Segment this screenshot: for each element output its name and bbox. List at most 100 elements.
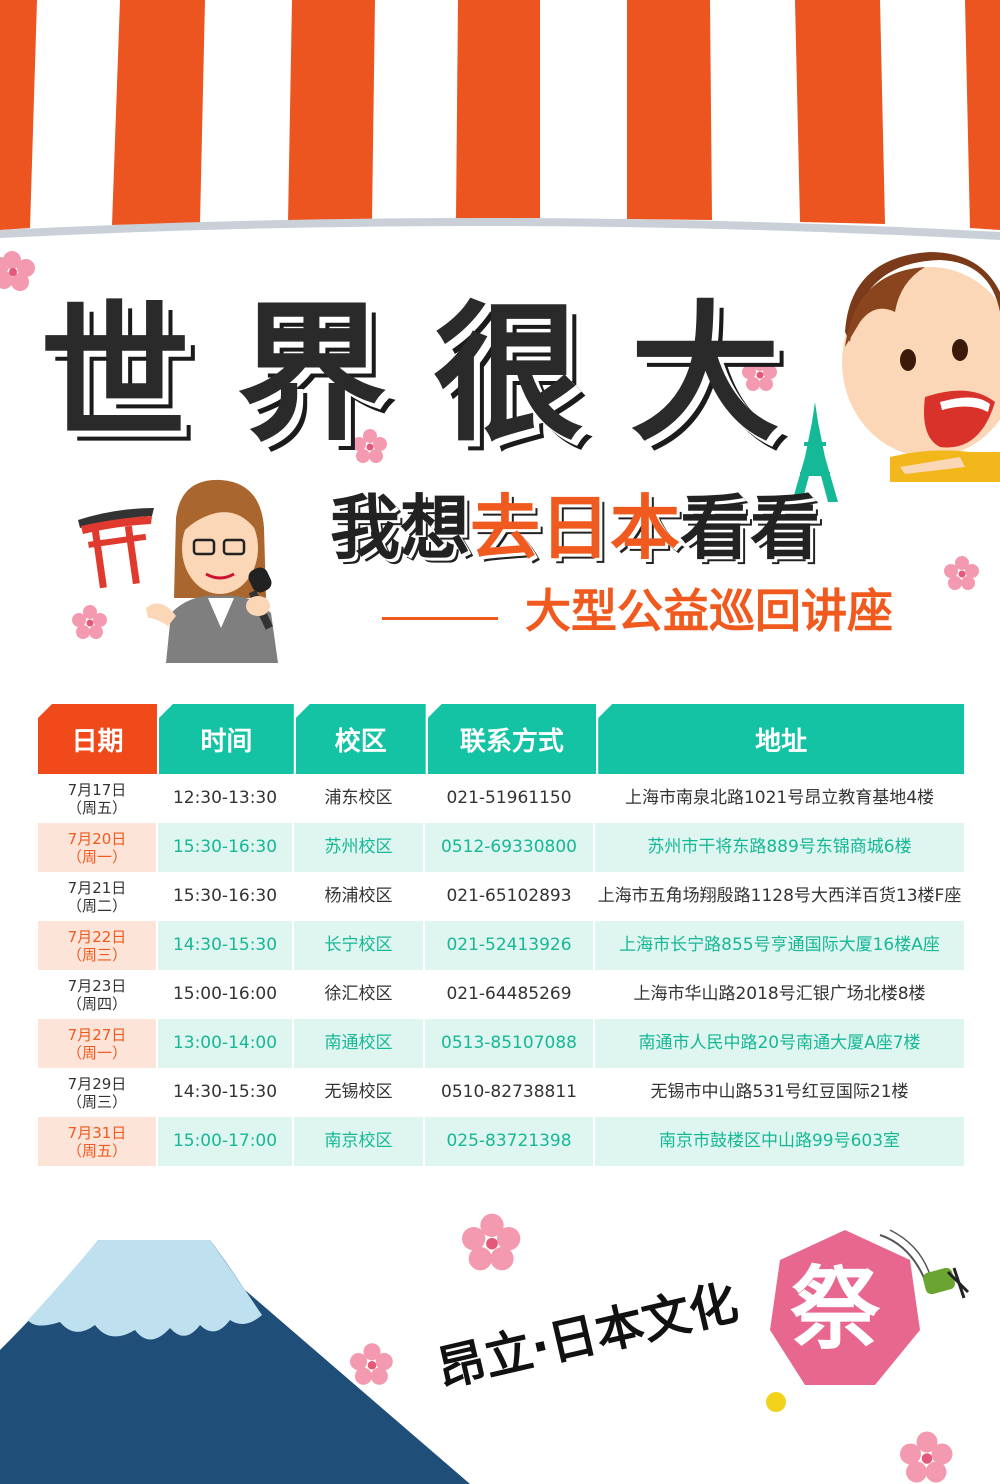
table-row: 7月29日 （周三） 14:30-15:30 无锡校区 0510-82738811 无锡市… (38, 1068, 964, 1117)
subtitle-highlight: 去日本 (470, 486, 680, 569)
awning-stripes (0, 0, 1000, 230)
date-text: 7月20日 (67, 829, 127, 848)
weekday-text: （周二） (66, 896, 127, 915)
address-cell: 上海市五角场翔殷路1128号大西洋百货13楼F座 (597, 886, 962, 907)
date-cell: 7月17日 （周五） (38, 774, 158, 823)
weekday-text: （周一） (66, 1043, 127, 1062)
campus-cell: 南京校区 (294, 1117, 425, 1166)
campus-cell: 苏州校区 (294, 823, 425, 872)
brand-name: 昂立·日本文化 (431, 1274, 743, 1399)
table-row: 7月22日 （周三） 14:30-15:30 长宁校区 021-52413926 上海市长… (38, 921, 964, 970)
sakura-icon (350, 1343, 393, 1385)
bell-icon (766, 1392, 786, 1412)
festival-char: 祭 (790, 1257, 880, 1362)
tagline: 大型公益巡回讲座 (525, 584, 893, 638)
date-cell: 7月29日 （周三） (38, 1068, 158, 1117)
table-header: 日期 时间 校区 联系方式 地址 (38, 704, 965, 774)
sakura-icon (72, 605, 107, 639)
table-row: 7月31日 （周五） 15:00-17:00 南京校区 025-83721398 南京市鼓… (38, 1117, 964, 1166)
tower-icon (792, 402, 838, 502)
sakura-icon (0, 251, 35, 291)
festival-badge (770, 1229, 930, 1385)
time-cell: 15:00-16:00 (158, 970, 294, 1019)
campus-cell: 南通校区 (294, 1019, 425, 1068)
title-char: 大 (629, 288, 780, 462)
time-cell: 15:30-16:30 (158, 823, 294, 872)
header-date: 日期 (38, 704, 157, 774)
date-text: 7月29日 (67, 1074, 127, 1093)
cartoon-presenter-icon (146, 479, 278, 663)
weekday-text: （周一） (66, 847, 127, 866)
address-cell: 南通市人民中路20号南通大厦A座7楼 (638, 1033, 921, 1054)
table-row: 7月20日 （周一） 15:30-16:30 苏州校区 0512-69330800 苏州市… (38, 823, 964, 872)
title-char: 世 (40, 288, 191, 462)
sakura-icon (742, 357, 777, 391)
campus-cell: 无锡校区 (294, 1068, 425, 1117)
table-row: 7月21日 （周二） 15:30-16:30 杨浦校区 021-65102893 上海市五… (38, 872, 964, 921)
phone-cell: 021-51961150 (425, 774, 595, 823)
address-cell: 无锡市中山路531号红豆国际21楼 (650, 1082, 909, 1103)
weekday-text: （周五） (66, 798, 127, 817)
date-cell: 7月31日 （周五） (38, 1117, 158, 1166)
title-char: 很 (433, 288, 584, 462)
table-body: 7月17日 （周五） 12:30-13:30 浦东校区 021-51961150 上海市南… (38, 774, 964, 1166)
subtitle: 我想 去日本 看看 (330, 480, 950, 575)
time-cell: 15:00-17:00 (158, 1117, 294, 1166)
address-cell: 上海市长宁路855号亨通国际大厦16楼A座 (619, 935, 940, 956)
date-cell: 7月23日 （周四） (38, 970, 158, 1019)
weekday-text: （周四） (66, 994, 127, 1013)
cartoon-boy-icon (842, 252, 1000, 482)
time-cell: 15:30-16:30 (158, 872, 294, 921)
date-cell: 7月21日 （周二） (38, 872, 158, 921)
campus-cell: 浦东校区 (294, 774, 425, 823)
address-cell: 南京市鼓楼区中山路99号603室 (658, 1131, 901, 1152)
time-cell: 13:00-14:00 (158, 1019, 294, 1068)
header-campus: 校区 (295, 704, 426, 774)
phone-cell: 021-65102893 (425, 872, 595, 921)
date-cell: 7月22日 （周三） (38, 921, 158, 970)
phone-cell: 0510-82738811 (425, 1068, 595, 1117)
address-cell: 苏州市干将东路889号东锦商城6楼 (647, 837, 912, 858)
campus-cell: 杨浦校区 (294, 872, 425, 921)
date-cell: 7月27日 （周一） (38, 1019, 158, 1068)
header-address: 地址 (598, 704, 965, 774)
table-row: 7月17日 （周五） 12:30-13:30 浦东校区 021-51961150 上海市南… (38, 774, 964, 823)
phone-cell: 0512-69330800 (425, 823, 595, 872)
table-row: 7月23日 （周四） 15:00-16:00 徐汇校区 021-64485269 上海市华… (38, 970, 964, 1019)
phone-cell: 021-52413926 (425, 921, 595, 970)
weekday-text: （周三） (66, 945, 127, 964)
sakura-icon (352, 429, 387, 463)
weekday-text: （周五） (66, 1141, 127, 1160)
subtitle-part3: 看看 (680, 486, 820, 569)
date-text: 7月27日 (67, 1025, 127, 1044)
mount-fuji-icon (0, 1240, 470, 1484)
time-cell: 14:30-15:30 (158, 921, 294, 970)
title-char: 界 (236, 288, 387, 462)
header-contact: 联系方式 (427, 704, 597, 774)
address-cell: 上海市南泉北路1021号昂立教育基地4楼 (624, 788, 935, 809)
campus-cell: 徐汇校区 (294, 970, 425, 1019)
address-cell: 上海市华山路2018号汇银广场北楼8楼 (633, 984, 926, 1005)
main-title: 世 界 很 大 (40, 290, 780, 460)
torii-icon (78, 508, 154, 589)
time-cell: 14:30-15:30 (158, 1068, 294, 1117)
subtitle-part1: 我想 (330, 486, 470, 569)
campus-cell: 长宁校区 (294, 921, 425, 970)
phone-cell: 025-83721398 (425, 1117, 595, 1166)
phone-cell: 021-64485269 (425, 970, 595, 1019)
date-text: 7月17日 (67, 780, 127, 799)
striped-awning (0, 0, 1000, 240)
sakura-icon (900, 1431, 953, 1483)
date-text: 7月31日 (67, 1123, 127, 1142)
sakura-icon (944, 556, 979, 590)
header-time: 时间 (158, 704, 294, 774)
date-text: 7月21日 (67, 878, 127, 897)
tagline-divider (382, 617, 498, 620)
schedule-table: 日期 时间 校区 联系方式 地址 7月17日 （周五） 12:30-13:30 浦东校… (38, 704, 965, 1166)
table-row: 7月27日 （周一） 13:00-14:00 南通校区 0513-85107088 南通市… (38, 1019, 964, 1068)
time-cell: 12:30-13:30 (158, 774, 294, 823)
date-text: 7月23日 (67, 976, 127, 995)
sakura-icon (462, 1213, 521, 1271)
date-cell: 7月20日 （周一） (38, 823, 158, 872)
phone-cell: 0513-85107088 (425, 1019, 595, 1068)
